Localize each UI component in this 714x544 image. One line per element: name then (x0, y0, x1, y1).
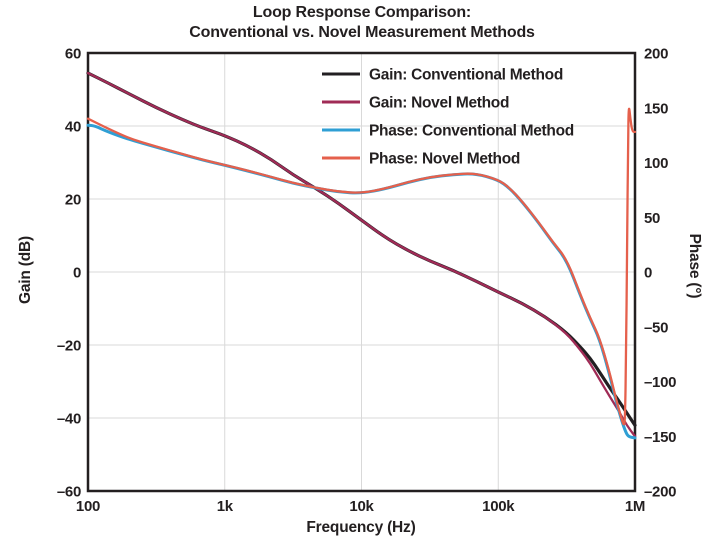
phase-tick-label: –200 (644, 484, 676, 501)
x-tick-label: 1k (217, 498, 234, 515)
gain-tick-label: 20 (65, 192, 81, 209)
chart-title-line2: Conventional vs. Novel Measurement Metho… (189, 24, 535, 41)
phase-tick-label: 50 (644, 210, 660, 227)
plot-frame (86, 51, 637, 493)
phase-tick-label: 150 (644, 100, 668, 117)
x-tick-label: 100 (76, 498, 100, 515)
legend-label-gain-conventional: Gain: Conventional Method (369, 67, 563, 84)
legend-label-phase-novel: Phase: Novel Method (369, 151, 520, 168)
phase-tick-label: –100 (644, 374, 676, 391)
right-axis-title: Phase (°) (686, 234, 703, 299)
gain-tick-label: –20 (57, 338, 81, 355)
x-tick-label: 10k (349, 498, 374, 515)
x-tick-label: 1M (625, 498, 645, 515)
left-axis-title: Gain (dB) (17, 236, 34, 304)
series-curve-gain-novel-method (86, 71, 637, 438)
legend-label-gain-novel: Gain: Novel Method (369, 95, 509, 112)
grid-layer (88, 53, 635, 491)
gain-tick-label: 40 (65, 119, 81, 136)
legend-label-phase-conventional: Phase: Conventional Method (369, 123, 574, 140)
phase-tick-label: 0 (644, 265, 652, 282)
series-layer (86, 71, 637, 440)
chart-title-line1: Loop Response Comparison: (253, 4, 471, 21)
phase-tick-label: 200 (644, 46, 668, 63)
legend: Gain: Conventional Method Gain: Novel Me… (322, 67, 574, 168)
x-axis-title: Frequency (Hz) (306, 519, 415, 536)
x-tick-label: 100k (482, 498, 515, 515)
gain-tick-label: 60 (65, 46, 81, 63)
gain-tick-label: –60 (57, 484, 81, 501)
gain-tick-label: 0 (73, 265, 81, 282)
series-curve-phase-novel-method (86, 107, 637, 426)
tick-layer: 100 1k 10k 100k 1M6040200–20–40–602001501005… (57, 46, 677, 516)
gain-tick-label: –40 (57, 411, 81, 428)
phase-tick-label: –150 (644, 429, 676, 446)
phase-tick-label: 100 (644, 155, 668, 172)
phase-tick-label: –50 (644, 319, 668, 336)
